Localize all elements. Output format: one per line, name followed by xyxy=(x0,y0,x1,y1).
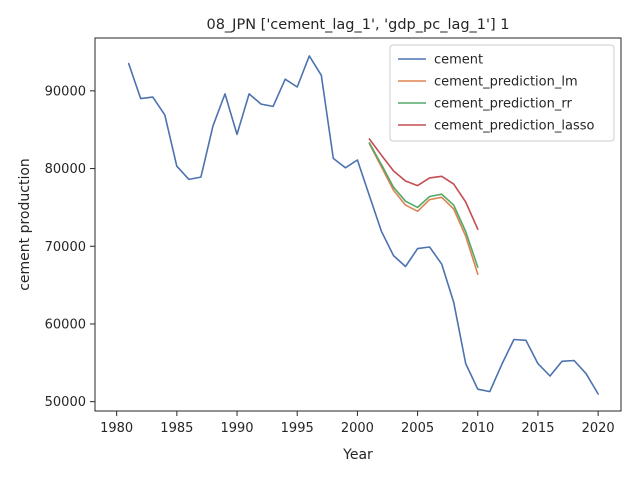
y-tick-label: 80000 xyxy=(45,162,86,177)
series-line-cement_prediction_lm xyxy=(368,142,479,276)
x-tick-label: 2015 xyxy=(521,421,554,436)
x-tick-label: 1995 xyxy=(281,421,314,436)
legend-entry: cement_prediction_lm xyxy=(434,75,578,90)
y-tick-label: 60000 xyxy=(45,317,86,332)
series-line-cement_prediction_lasso xyxy=(368,138,479,230)
legend-entry: cement_prediction_rr xyxy=(434,97,572,112)
x-tick-label: 2000 xyxy=(341,421,374,436)
series-line-cement xyxy=(127,55,599,395)
y-axis-label: cement production xyxy=(17,158,33,291)
axis-ticks: 1980 1985 1990 1995 2000 2005 2010 2015 2020 5000… xyxy=(45,84,615,436)
x-tick-label: 2005 xyxy=(401,421,434,436)
x-tick-label: 1985 xyxy=(160,421,193,436)
x-tick-label: 2010 xyxy=(461,421,494,436)
plot-frame xyxy=(94,37,622,412)
series-lines xyxy=(127,55,599,395)
y-tick-label: 70000 xyxy=(45,240,86,255)
x-tick-label: 2020 xyxy=(582,421,615,436)
x-tick-label: 1980 xyxy=(100,421,133,436)
series-line-cement_prediction_rr xyxy=(368,142,479,269)
legend-entry: cement xyxy=(434,53,483,68)
y-tick-label: 50000 xyxy=(45,395,86,410)
x-tick-label: 1990 xyxy=(220,421,253,436)
y-tick-label: 90000 xyxy=(45,84,86,99)
legend: cement cement_prediction_lm cement_predict… xyxy=(389,44,615,142)
legend-box xyxy=(389,44,615,142)
legend-entry: cement_prediction_lasso xyxy=(434,119,594,134)
chart-title: 08_JPN ['cement_lag_1', 'gdp_pc_lag_1'] … xyxy=(206,17,509,33)
x-axis-label: Year xyxy=(342,447,373,463)
